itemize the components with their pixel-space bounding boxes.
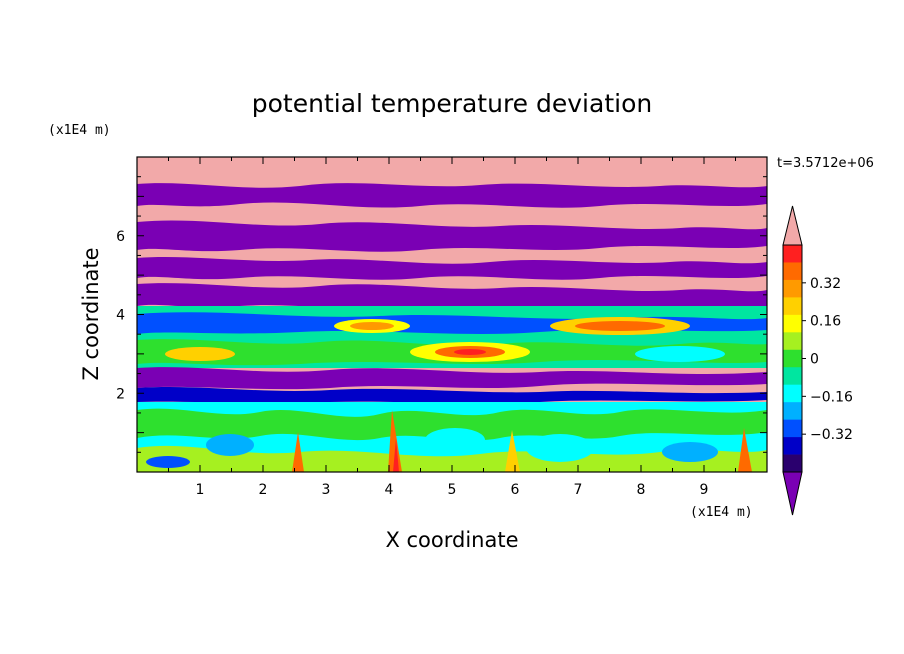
purple-band-3: [137, 257, 767, 280]
red-plume-1: [292, 432, 304, 472]
purple-band-top: [137, 183, 767, 208]
colorbar-tick-label: 0.32: [810, 276, 841, 292]
red-plume-5: [393, 438, 399, 472]
colorbar-upper-arrow: [782, 205, 803, 246]
colorbar: 0.32 0.16 0 −0.16 −0.32: [782, 205, 853, 516]
colorbar-swatch: [783, 349, 802, 368]
red-plume-4: [738, 428, 752, 472]
colorbar-swatch: [783, 367, 802, 385]
x-tick-label: 4: [385, 482, 394, 498]
colorbar-tick-label: 0: [810, 352, 819, 368]
colorbar-tick-label: −0.32: [810, 427, 853, 443]
purple-band-2: [137, 220, 767, 252]
blue-mix: [137, 387, 767, 404]
x-tick-label: 7: [574, 482, 583, 498]
red-plume-2: [388, 410, 402, 472]
colorbar-swatch: [783, 332, 802, 351]
colorbar-swatch: [783, 454, 802, 473]
colorbar-swatch: [783, 437, 802, 455]
x-tick-label: 1: [196, 482, 205, 498]
y-tick-label: 6: [116, 229, 125, 245]
x-axis-ticks: 1 2 3 4 5 6 7 8 9: [168, 157, 736, 498]
chart-title: potential temperature deviation: [252, 89, 652, 118]
colorbar-swatch: [783, 402, 802, 420]
x-tick-label: 5: [448, 482, 457, 498]
colorbar-swatch: [783, 384, 802, 403]
y-axis-unit: (x1E4 m): [48, 123, 111, 138]
colorbar-swatch: [783, 419, 802, 438]
red-plume-3: [505, 430, 520, 472]
colorbar-swatch: [783, 262, 802, 281]
colorbar-swatch: [783, 297, 802, 316]
y-tick-label: 2: [116, 386, 125, 402]
colorbar-tick-label: −0.16: [810, 389, 853, 405]
y-tick-label: 4: [116, 308, 125, 324]
colorbar-tick-label: 0.16: [810, 314, 841, 330]
x-tick-label: 3: [322, 482, 331, 498]
colorbar-lower-arrow: [782, 471, 803, 516]
axes: 1 2 3 4 5 6 7 8 9 2 4 6: [116, 156, 768, 498]
x-axis-unit: (x1E4 m): [690, 505, 753, 520]
x-axis-label: X coordinate: [385, 528, 518, 552]
y-axis-label: Z coordinate: [79, 247, 103, 380]
contour-field: [137, 157, 767, 472]
colorbar-swatch: [783, 314, 802, 333]
colorbar-swatch: [783, 279, 802, 298]
x-tick-label: 8: [637, 482, 646, 498]
x-tick-label: 9: [700, 482, 709, 498]
purple-band-lower: [137, 367, 767, 390]
time-stamp: t=3.5712e+06: [777, 156, 874, 171]
y-axis-ticks: 2 4 6: [116, 176, 767, 453]
green-eddies: [137, 408, 767, 441]
purple-band-4: [137, 283, 767, 310]
colorbar-swatch: [783, 245, 802, 263]
x-tick-label: 6: [511, 482, 520, 498]
x-tick-label: 2: [259, 482, 268, 498]
